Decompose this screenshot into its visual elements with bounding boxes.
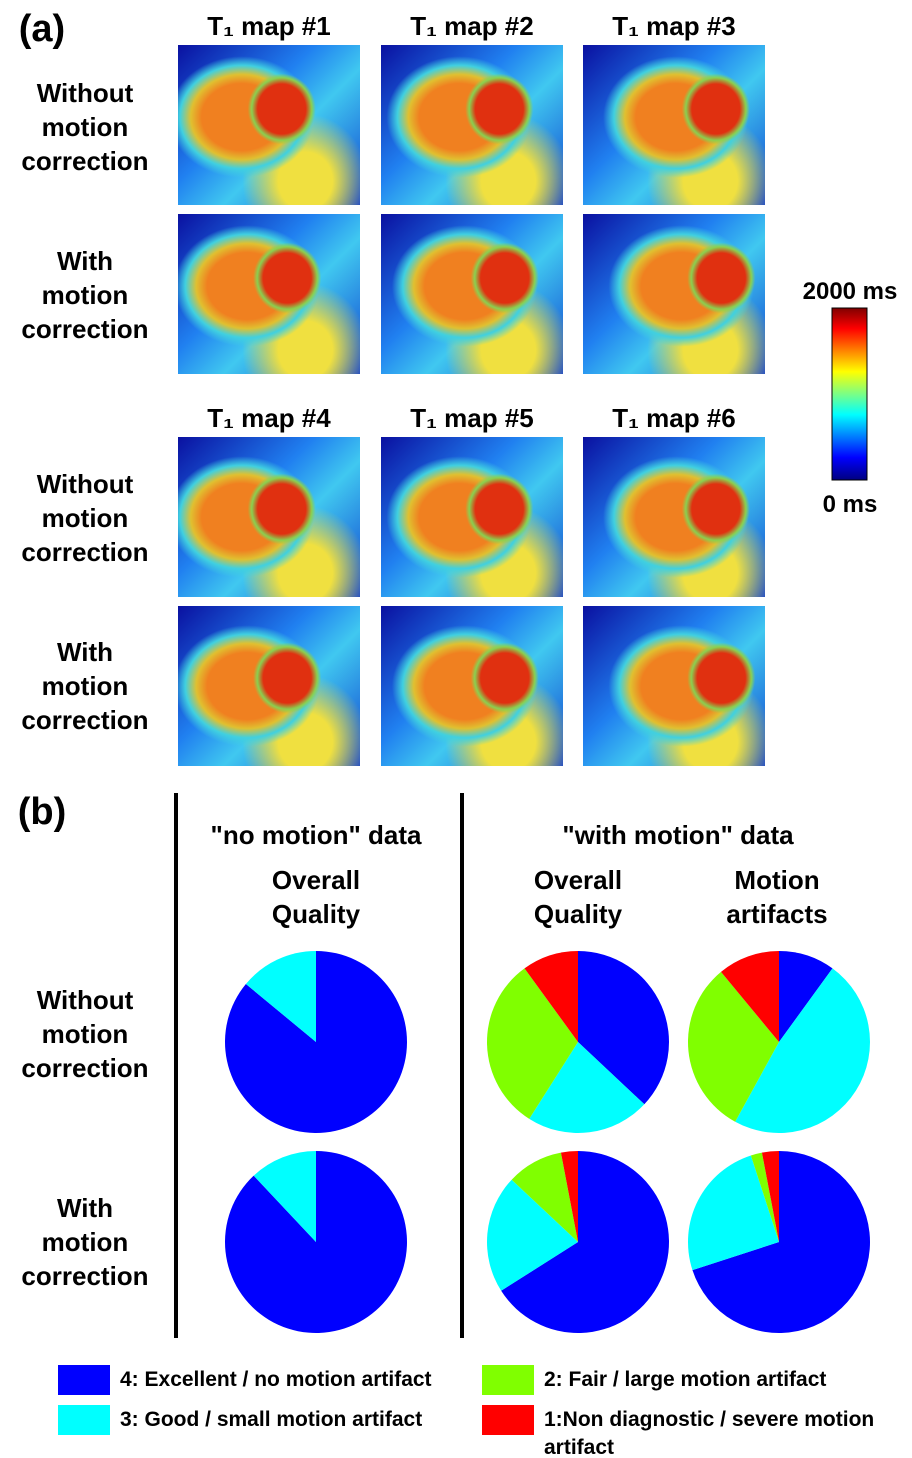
t1-map-image xyxy=(583,214,765,374)
t1-map-image xyxy=(583,437,765,597)
group-title: "no motion" data xyxy=(176,818,456,852)
map-title: T₁ map #5 xyxy=(372,401,572,435)
t1-map-image xyxy=(583,606,765,766)
row-label: Without motion correction xyxy=(0,76,170,178)
t1-map-image xyxy=(178,45,360,205)
legend-label: 2: Fair / large motion artifact xyxy=(544,1366,884,1394)
group-title: "with motion" data xyxy=(528,818,828,852)
legend-label: 1:Non diagnostic / severe motion artifac… xyxy=(544,1406,884,1458)
legend-swatch xyxy=(58,1405,110,1435)
colorbar-min-label: 0 ms xyxy=(780,488,912,522)
legend-swatch xyxy=(482,1405,534,1435)
row-label: With motion correction xyxy=(0,635,170,737)
panel-label: (a) xyxy=(0,12,84,46)
legend-swatch xyxy=(482,1365,534,1395)
column-title: Motion artifacts xyxy=(682,863,872,931)
legend-label: 3: Good / small motion artifact xyxy=(120,1406,480,1434)
map-title: T₁ map #4 xyxy=(169,401,369,435)
t1-map-image xyxy=(381,214,563,374)
colorbar xyxy=(832,308,867,480)
row-label: With motion correction xyxy=(0,1191,170,1293)
row-label: Without motion correction xyxy=(0,983,170,1085)
map-title: T₁ map #3 xyxy=(574,9,774,43)
t1-map-image xyxy=(583,45,765,205)
column-title: Overall Quality xyxy=(221,863,411,931)
legend-label: 4: Excellent / no motion artifact xyxy=(120,1366,480,1394)
column-title: Overall Quality xyxy=(483,863,673,931)
legend-swatch xyxy=(58,1365,110,1395)
colorbar-max-label: 2000 ms xyxy=(780,275,912,309)
panel-label: (b) xyxy=(0,795,84,829)
t1-map-image xyxy=(381,437,563,597)
map-title: T₁ map #6 xyxy=(574,401,774,435)
figure: (a)T₁ map #1T₁ map #2T₁ map #3T₁ map #4T… xyxy=(0,0,912,1458)
row-label: Without motion correction xyxy=(0,467,170,569)
t1-map-image xyxy=(178,606,360,766)
t1-map-image xyxy=(381,45,563,205)
t1-map-image xyxy=(178,214,360,374)
map-title: T₁ map #2 xyxy=(372,9,572,43)
row-label: With motion correction xyxy=(0,244,170,346)
t1-map-image xyxy=(381,606,563,766)
map-title: T₁ map #1 xyxy=(169,9,369,43)
t1-map-image xyxy=(178,437,360,597)
